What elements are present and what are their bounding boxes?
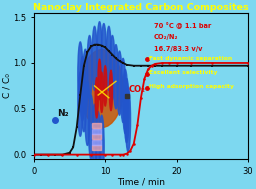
X-axis label: Time / min: Time / min: [117, 177, 165, 186]
Text: CO₂: CO₂: [129, 85, 146, 94]
Circle shape: [97, 22, 102, 86]
Text: Fast dynamic separation: Fast dynamic separation: [150, 56, 233, 61]
Circle shape: [106, 26, 111, 91]
Text: 16.7/83.3 v/v: 16.7/83.3 v/v: [154, 46, 202, 52]
Title: Nanoclay Integrated Carbon Composites: Nanoclay Integrated Carbon Composites: [33, 3, 249, 12]
Circle shape: [100, 72, 103, 112]
Circle shape: [98, 59, 101, 100]
Circle shape: [92, 26, 97, 91]
Circle shape: [121, 58, 126, 122]
Bar: [92, 123, 101, 128]
Circle shape: [117, 51, 122, 115]
Text: Excellent selectivity: Excellent selectivity: [150, 70, 218, 75]
Ellipse shape: [80, 50, 123, 128]
Circle shape: [87, 36, 92, 100]
Bar: [92, 134, 101, 139]
Circle shape: [99, 115, 104, 179]
Circle shape: [78, 72, 83, 136]
Circle shape: [78, 42, 83, 106]
Circle shape: [95, 78, 98, 118]
Circle shape: [110, 36, 115, 100]
Circle shape: [81, 67, 86, 132]
Text: N₂: N₂: [57, 109, 68, 118]
Circle shape: [113, 45, 119, 109]
Circle shape: [126, 88, 131, 152]
Circle shape: [89, 95, 93, 159]
Bar: [92, 146, 101, 150]
Circle shape: [85, 81, 90, 146]
Text: 70 °C @ 1.1 bar: 70 °C @ 1.1 bar: [154, 22, 211, 29]
Circle shape: [80, 57, 85, 121]
Circle shape: [96, 112, 101, 176]
Circle shape: [92, 104, 97, 168]
Bar: [92, 140, 101, 145]
Text: High adsorption capacity: High adsorption capacity: [150, 84, 234, 89]
Circle shape: [123, 69, 128, 134]
Circle shape: [109, 70, 113, 111]
Bar: [92, 129, 101, 134]
Circle shape: [104, 66, 107, 106]
Circle shape: [83, 49, 88, 113]
Y-axis label: C / C₀: C / C₀: [3, 74, 12, 98]
Circle shape: [101, 24, 106, 88]
Text: CO₂/N₂: CO₂/N₂: [154, 34, 178, 40]
Circle shape: [124, 79, 129, 143]
